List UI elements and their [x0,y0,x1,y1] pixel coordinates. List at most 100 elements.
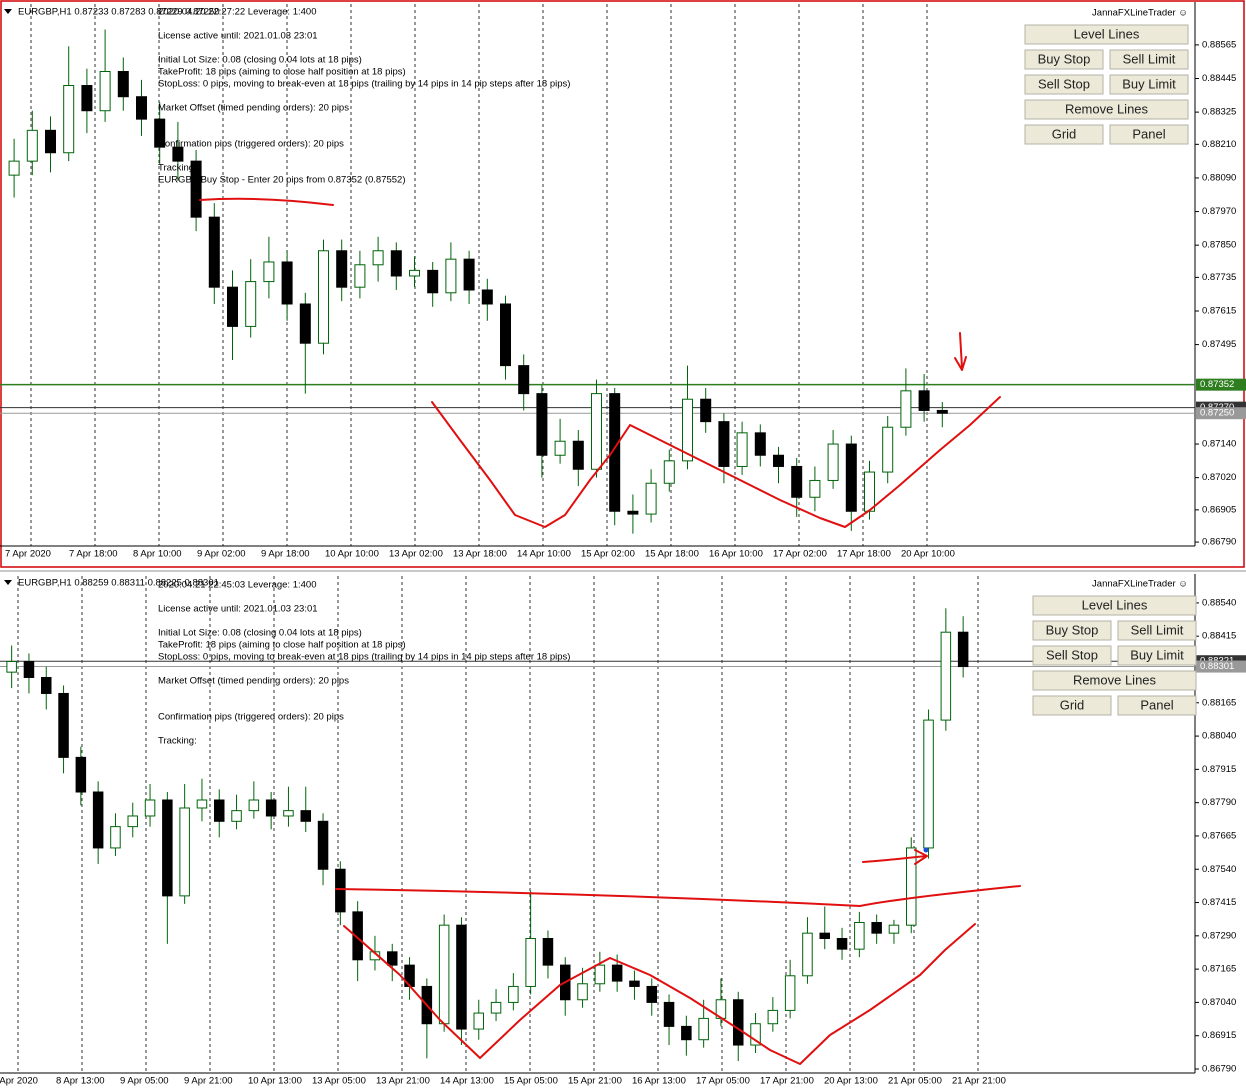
candle-body [518,365,530,395]
info-line: Tracking: [158,163,197,174]
y-tick-label: 0.88090 [1202,172,1236,183]
button-label[interactable]: Buy Limit [1122,76,1176,91]
y-tick-label: 0.88040 [1202,731,1236,742]
candle-body [732,999,744,1046]
candle-body [154,118,166,148]
annotation-pattern [431,396,1001,528]
panel-button[interactable]: Remove Lines [1032,670,1197,691]
candle-body [92,791,104,849]
button-label[interactable]: Level Lines [1074,26,1140,41]
candle-body [525,937,536,987]
candle-body [300,810,312,822]
panel-button[interactable]: Grid [1024,124,1104,145]
x-tick-label: 15 Apr 18:00 [645,549,699,560]
button-face [1024,99,1189,120]
button-label[interactable]: Sell Limit [1131,622,1184,637]
candle-body [299,303,311,344]
y-tick-label: 0.87540 [1202,864,1236,875]
annotation-arrow [954,332,967,371]
y-tick-label: 0.87665 [1202,830,1236,841]
candle-body [144,799,156,817]
panel-button[interactable]: Buy Limit [1109,74,1189,95]
candle-body [81,85,93,112]
candle-body [918,390,930,411]
x-tick-label: 9 Apr 05:00 [120,1076,169,1087]
candle-body [700,398,712,423]
candle-body [352,911,363,961]
x-tick-label: 16 Apr 13:00 [632,1076,686,1087]
candle-body [354,264,366,288]
button-label[interactable]: Panel [1132,126,1165,141]
annotation-arrow [862,849,928,865]
panel-button[interactable]: Panel [1109,124,1189,145]
candle-body [802,932,813,977]
candle-body [44,129,57,154]
y-tick-label: 0.86905 [1202,504,1236,515]
y-tick-label: 0.87850 [1202,240,1236,251]
candle-body [172,146,184,162]
candle-body [698,1017,709,1041]
panel-button[interactable]: Buy Stop [1032,620,1112,641]
panel-button[interactable]: Sell Stop [1032,645,1112,666]
candle-body [819,932,831,939]
candle-body [554,440,566,456]
y-tick-label: 0.87415 [1202,897,1236,908]
panel-button[interactable]: Grid [1032,695,1112,716]
candle-body [335,868,346,913]
x-tick-label: 10 Apr 10:00 [325,549,379,560]
candle-body [445,258,457,294]
panel-button[interactable]: Panel [1117,695,1197,716]
button-label[interactable]: Grid [1060,697,1085,712]
button-label[interactable]: Grid [1052,126,1077,141]
x-tick-label: 20 Apr 13:00 [824,1076,878,1087]
panel-button[interactable]: Level Lines [1024,24,1189,45]
trigger-marker [923,847,929,853]
candle-body [99,71,111,112]
candle-body [784,975,796,1011]
button-label[interactable]: Sell Stop [1046,647,1098,662]
y-tick-label: 0.87970 [1202,206,1236,217]
button-label[interactable]: Sell Stop [1038,76,1090,91]
panel-button[interactable]: Level Lines [1032,595,1197,616]
candle-body [390,250,402,277]
candle-body [836,937,848,950]
y-tick-label: 0.87040 [1202,997,1236,1008]
candle-body [213,799,225,822]
info-line: TakeProfit: 18 pips (aiming to close hal… [158,67,406,78]
info-line: Confirmation pips (triggered orders): 20… [158,712,344,723]
button-label[interactable]: Level Lines [1082,597,1148,612]
button-face [1032,695,1112,716]
candle-body [940,631,952,721]
candle-body [127,815,139,828]
button-label[interactable]: Panel [1140,697,1173,712]
chart-divider [0,570,1246,572]
panel-button[interactable]: Sell Stop [1024,74,1104,95]
info-line: License active until: 2021.01.03 23:01 [158,31,318,42]
candle-body [736,432,748,467]
panel-button[interactable]: Buy Stop [1024,49,1104,70]
button-label[interactable]: Sell Limit [1123,51,1176,66]
candle-body [888,924,900,934]
candle-body [936,409,948,414]
x-tick-label: 21 Apr 21:00 [952,1076,1006,1087]
panel-button[interactable]: Sell Limit [1109,49,1189,70]
button-label[interactable]: Remove Lines [1073,672,1157,687]
x-tick-label: 15 Apr 21:00 [568,1076,622,1087]
button-label[interactable]: Buy Limit [1130,647,1184,662]
panel-button[interactable]: Sell Limit [1117,620,1197,641]
panel-button[interactable]: Buy Limit [1117,645,1197,666]
candle-body [663,1001,675,1027]
panel-button[interactable]: Remove Lines [1024,99,1189,120]
button-face [1024,24,1189,45]
candle-body [179,807,190,897]
y-tick-label: 0.87615 [1202,306,1236,317]
button-face [1032,645,1112,666]
candle-body [508,985,519,1003]
button-label[interactable]: Remove Lines [1065,101,1149,116]
button-label[interactable]: Buy Stop [1038,51,1091,66]
x-tick-label: 17 Apr 21:00 [760,1076,814,1087]
brand-label: JannaFXLineTrader ☺ [1092,8,1188,19]
y-tick-label: 0.87915 [1202,764,1236,775]
button-label[interactable]: Buy Stop [1046,622,1099,637]
y-tick-label: 0.87020 [1202,472,1236,483]
